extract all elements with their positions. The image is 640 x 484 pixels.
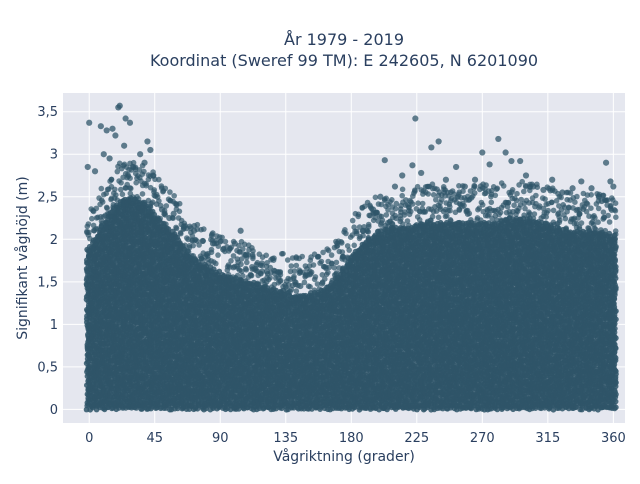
- data-point: [101, 192, 107, 198]
- data-point: [228, 258, 234, 264]
- data-point: [163, 186, 169, 192]
- data-point: [104, 206, 110, 212]
- data-point: [118, 180, 124, 186]
- data-point: [113, 192, 119, 198]
- data-point: [99, 197, 105, 203]
- data-point: [238, 262, 244, 268]
- data-point: [128, 186, 134, 192]
- data-point: [244, 260, 250, 266]
- data-point: [141, 169, 147, 175]
- data-point: [250, 248, 256, 254]
- data-point: [174, 226, 180, 232]
- data-point: [248, 273, 254, 279]
- data-point: [200, 258, 206, 264]
- data-point: [163, 221, 169, 227]
- data-point: [140, 191, 146, 197]
- data-point: [99, 186, 105, 192]
- data-point: [250, 256, 256, 262]
- data-point: [109, 177, 115, 183]
- data-point: [89, 216, 95, 222]
- data-point: [201, 226, 207, 232]
- data-point: [177, 201, 183, 207]
- data-point: [134, 194, 140, 200]
- data-point: [223, 239, 229, 245]
- data-point: [190, 243, 196, 249]
- data-point: [127, 175, 133, 181]
- data-point: [157, 216, 163, 222]
- data-point: [167, 189, 173, 195]
- data-point: [156, 177, 162, 183]
- data-point: [148, 204, 154, 210]
- data-point: [86, 221, 92, 227]
- data-point: [213, 261, 219, 267]
- data-point: [177, 209, 183, 215]
- data-point: [122, 162, 128, 168]
- data-point: [215, 252, 221, 258]
- data-point: [84, 229, 90, 235]
- data-point: [243, 266, 249, 272]
- data-point: [227, 246, 233, 252]
- data-point: [120, 192, 126, 198]
- data-point: [184, 235, 190, 241]
- data-point: [209, 232, 215, 238]
- data-point: [209, 250, 215, 256]
- data-point: [171, 193, 177, 199]
